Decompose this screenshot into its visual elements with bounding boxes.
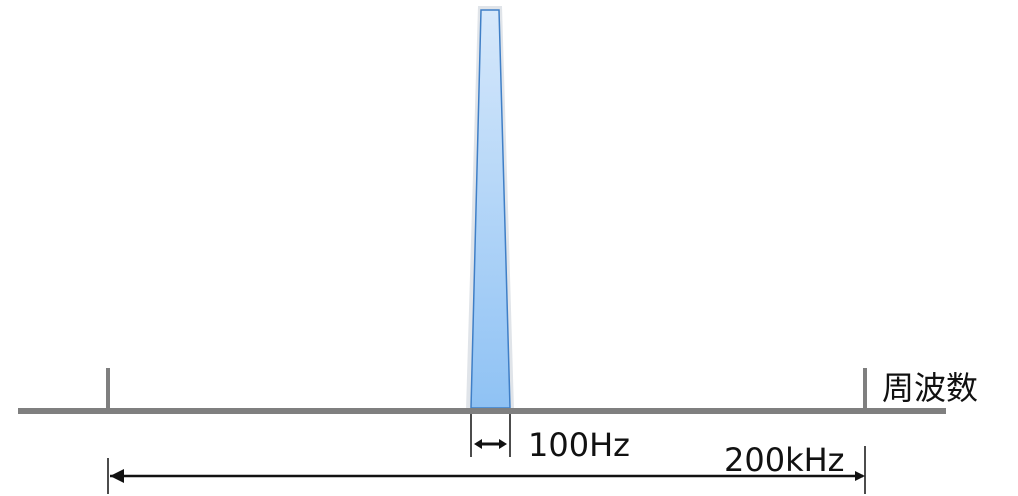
- axis-unit-label: 周波数: [882, 369, 978, 407]
- span-arrow-left-head: [110, 469, 124, 483]
- span-width-label: 200kHz: [724, 441, 844, 479]
- signal-bandwidth-label: 100Hz: [528, 426, 630, 464]
- bandwidth-arrow: [474, 439, 507, 449]
